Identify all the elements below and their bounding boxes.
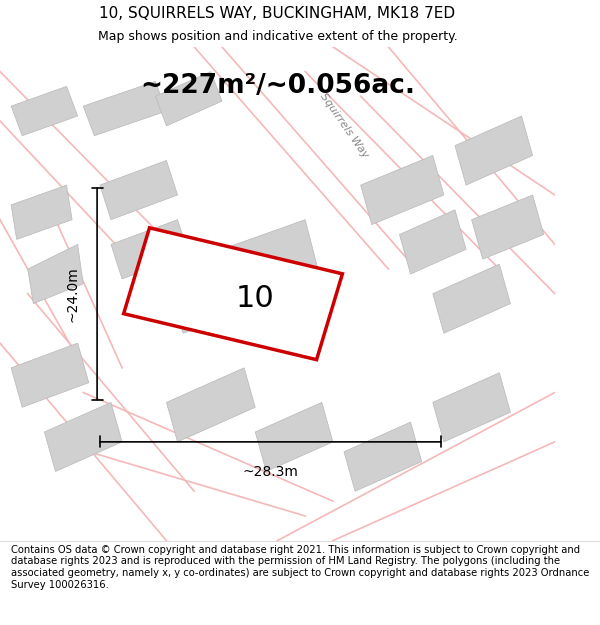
Text: Map shows position and indicative extent of the property.: Map shows position and indicative extent… [98, 30, 457, 43]
Polygon shape [400, 210, 466, 274]
Polygon shape [344, 422, 422, 491]
Text: 10: 10 [236, 284, 275, 313]
Polygon shape [433, 264, 511, 333]
Text: Squirrels Way: Squirrels Way [318, 92, 370, 160]
Polygon shape [111, 219, 188, 279]
Polygon shape [433, 372, 511, 442]
Polygon shape [11, 185, 72, 239]
Polygon shape [255, 402, 333, 471]
Polygon shape [361, 156, 444, 224]
Text: 10, SQUIRRELS WAY, BUCKINGHAM, MK18 7ED: 10, SQUIRRELS WAY, BUCKINGHAM, MK18 7ED [100, 6, 455, 21]
Polygon shape [166, 368, 255, 442]
Polygon shape [44, 402, 122, 471]
Polygon shape [11, 343, 89, 408]
Polygon shape [455, 116, 533, 185]
Polygon shape [83, 81, 166, 136]
Text: Contains OS data © Crown copyright and database right 2021. This information is : Contains OS data © Crown copyright and d… [11, 545, 589, 589]
Polygon shape [28, 244, 83, 304]
Polygon shape [124, 228, 343, 359]
Polygon shape [155, 71, 222, 126]
Text: ~24.0m: ~24.0m [65, 266, 79, 322]
Polygon shape [100, 161, 178, 219]
Polygon shape [166, 219, 322, 333]
Polygon shape [472, 195, 544, 259]
Text: ~28.3m: ~28.3m [242, 464, 298, 479]
Polygon shape [11, 86, 77, 136]
Text: ~227m²/~0.056ac.: ~227m²/~0.056ac. [140, 73, 415, 99]
